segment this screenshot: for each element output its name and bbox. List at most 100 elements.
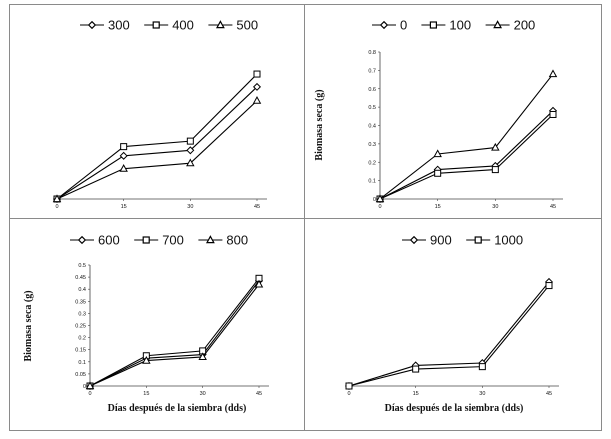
data-point-800	[254, 279, 264, 288]
legend-label-600: 600	[98, 233, 120, 248]
series-line-300	[56, 86, 258, 200]
legend-label-300: 300	[108, 18, 130, 33]
data-point-300	[186, 146, 195, 155]
legend-label-100: 100	[449, 18, 471, 33]
y-tick-label: 0.45	[75, 275, 86, 281]
series-line-700	[89, 277, 260, 387]
x-tick-label: 15	[413, 391, 419, 397]
legend-label-900: 900	[430, 233, 452, 248]
legend-label-200: 200	[514, 18, 536, 33]
x-tick-label: 30	[187, 204, 193, 210]
data-point-300	[119, 151, 128, 160]
chart-panel-4: 0 15 30 45 900 1000 Días después de la siembra…	[344, 233, 559, 414]
data-point-100	[491, 166, 499, 174]
legend-label-400: 400	[172, 18, 194, 33]
data-point-1000	[412, 365, 420, 373]
x-tick-label: 45	[256, 391, 262, 397]
data-point-500	[252, 96, 262, 104]
data-point-800	[198, 352, 207, 361]
x-tick-label: 0	[347, 391, 350, 397]
data-point-500	[52, 194, 62, 203]
data-point-200	[548, 69, 558, 78]
legend-marker-300	[87, 20, 97, 30]
x-tick-label: 15	[143, 391, 149, 397]
y-tick-label: 0.6	[368, 87, 376, 93]
data-point-400	[120, 143, 128, 151]
data-point-500	[119, 164, 128, 172]
series-line-100	[379, 114, 554, 200]
chart-panel-2: 0 0.1 0.2 0.3 0.4 0.5 0.6 0.7 0.8 0 15 30 45 0 100 200 B…	[314, 18, 563, 210]
data-point-200	[375, 194, 385, 203]
series-line-400	[56, 73, 258, 200]
legend-label-0: 0	[400, 18, 407, 33]
x-axis-title: Días después de la siembra (dds)	[385, 403, 524, 414]
y-tick-label: 0.2	[368, 160, 376, 166]
data-point-200	[433, 149, 442, 158]
legend-label-1000: 1000	[494, 233, 523, 248]
y-tick-label: 0.5	[78, 263, 86, 269]
y-tick-label: 0.3	[78, 311, 86, 317]
y-tick-label: 0	[373, 197, 376, 203]
legend-marker-800	[205, 235, 215, 244]
chart-panel-1: 0 15 30 45 300 400 500	[52, 18, 267, 210]
panel-frame-bottom-right	[304, 218, 602, 431]
series-line-900	[348, 281, 550, 387]
legend-marker-600	[77, 235, 87, 245]
x-tick-label: 15	[435, 204, 441, 210]
data-point-800	[85, 381, 95, 390]
x-tick-label: 0	[88, 391, 91, 397]
x-tick-label: 30	[200, 391, 206, 397]
data-point-500	[186, 158, 195, 167]
x-tick-label: 45	[254, 204, 260, 210]
y-tick-label: 0.7	[368, 68, 376, 74]
data-point-1000	[545, 282, 553, 290]
data-point-800	[142, 355, 151, 364]
y-tick-label: 0.35	[75, 299, 86, 305]
data-point-400	[253, 70, 261, 78]
y-tick-label: 0.5	[368, 105, 376, 111]
x-tick-label: 45	[550, 204, 556, 210]
y-axis-title: Biomasa seca (g)	[23, 290, 34, 361]
legend-marker-0	[379, 20, 389, 30]
y-tick-label: 0.1	[368, 179, 376, 185]
x-tick-label: 0	[55, 204, 58, 210]
y-tick-label: 0.05	[75, 372, 86, 378]
data-point-100	[549, 110, 557, 118]
y-tick-label: 0.2	[78, 336, 86, 342]
legend-marker-900	[409, 235, 419, 245]
y-tick-label: 0.3	[368, 142, 376, 148]
legend-label-800: 800	[226, 233, 248, 248]
series-line-800	[89, 284, 260, 387]
x-tick-label: 15	[121, 204, 127, 210]
legend-marker-400	[152, 21, 160, 29]
series-line-600	[89, 280, 260, 387]
legend-label-700: 700	[162, 233, 184, 248]
legend-marker-100	[429, 21, 437, 29]
y-tick-label: 0.15	[75, 348, 86, 354]
legend-marker-500	[215, 20, 225, 29]
series-line-200	[379, 73, 554, 200]
data-point-300	[252, 82, 262, 91]
data-point-1000	[345, 382, 353, 390]
x-axis-title: Días después de la siembra (dds)	[108, 403, 247, 414]
legend-marker-700	[142, 236, 150, 244]
y-tick-label: 0	[83, 384, 86, 390]
legend-marker-200	[493, 20, 503, 29]
series-line-500	[56, 100, 258, 200]
x-tick-label: 30	[492, 204, 498, 210]
y-tick-label: 0.4	[368, 124, 376, 130]
y-tick-label: 0.8	[368, 50, 376, 56]
x-tick-label: 30	[479, 391, 485, 397]
legend-label-500: 500	[236, 18, 258, 33]
x-tick-label: 0	[378, 204, 381, 210]
chart-panel-3: 0 0.05 0.1 0.15 0.2 0.25 0.3 0.35 0.4 0.45 0.5 0 15 3…	[23, 233, 269, 414]
y-tick-label: 0.1	[78, 360, 86, 366]
y-axis-title: Biomasa seca (g)	[314, 89, 325, 160]
data-point-400	[186, 137, 194, 145]
data-point-200	[491, 142, 500, 151]
y-tick-label: 0.25	[75, 324, 86, 330]
series-line-0	[379, 110, 554, 200]
data-point-100	[434, 169, 442, 177]
y-tick-label: 0.4	[78, 287, 86, 293]
